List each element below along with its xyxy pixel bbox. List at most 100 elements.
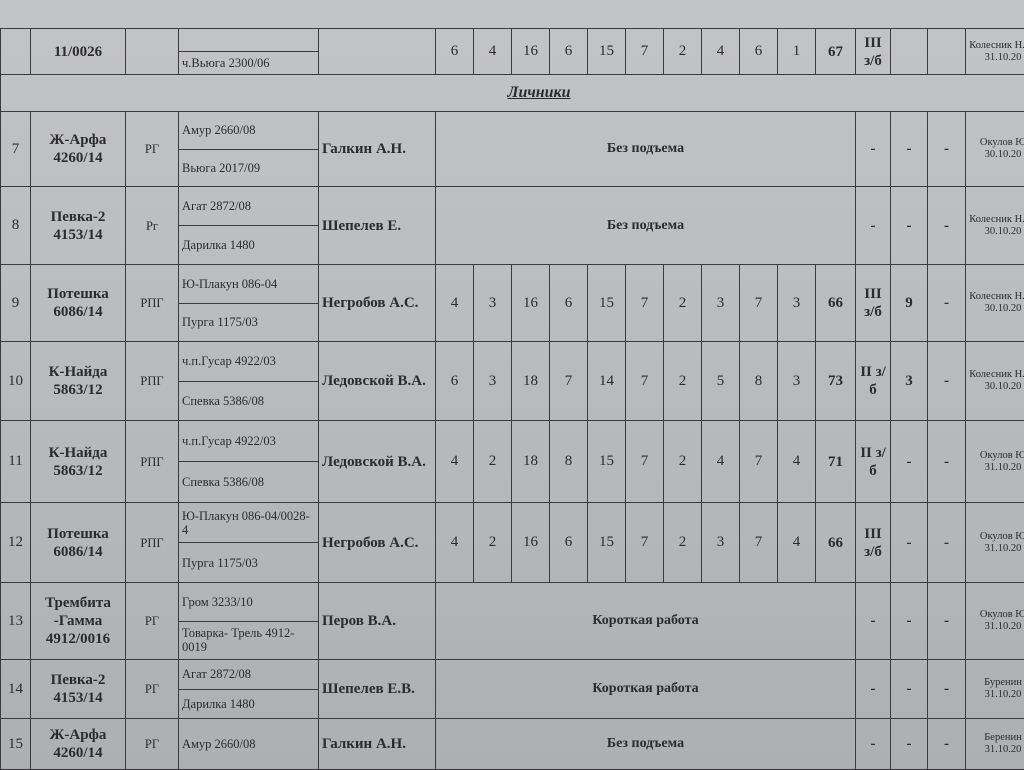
score-cell: 3: [474, 265, 512, 342]
section-row: Личники: [1, 75, 1024, 112]
owner-name: Галкин А.Н.: [319, 719, 436, 770]
result-note: Без подъема: [436, 719, 856, 770]
score-cell: 4: [702, 421, 740, 503]
place: 9: [891, 265, 928, 342]
row-number: 12: [1, 503, 31, 583]
parent-sire: Агат 2872/08: [179, 660, 319, 690]
score-cell: 6: [550, 265, 588, 342]
place: -: [891, 421, 928, 503]
diploma: II з/б: [856, 421, 891, 503]
section-title: Личники: [1, 75, 1024, 112]
dog-name: 11/0026: [31, 29, 126, 75]
score-cell: 2: [664, 503, 702, 583]
parent-sire: Ю-Плакун 086-04: [179, 265, 319, 304]
place: -: [891, 583, 928, 660]
extra: -: [928, 187, 966, 265]
score-cell: 7: [626, 421, 664, 503]
parent-dam: Дарилка 1480: [179, 226, 319, 265]
score-cell: 15: [588, 421, 626, 503]
score-cell: 4: [778, 421, 816, 503]
row-number: 8: [1, 187, 31, 265]
owner-name: Галкин А.Н.: [319, 112, 436, 187]
diploma: -: [856, 719, 891, 770]
dog-name: К-Найда 5863/12: [31, 342, 126, 421]
score-cell: 16: [512, 29, 550, 75]
judge: Окулов Ю 31.10.20: [966, 583, 1024, 660]
diploma: -: [856, 187, 891, 265]
diploma: -: [856, 112, 891, 187]
score-cell: 2: [474, 421, 512, 503]
extra: -: [928, 265, 966, 342]
score-cell: 7: [626, 342, 664, 421]
parent-sire: Амур 2660/08: [179, 719, 319, 770]
judge: Окулов Ю 31.10.20: [966, 421, 1024, 503]
row-number: 10: [1, 342, 31, 421]
extra: -: [928, 660, 966, 719]
score-cell: 8: [550, 421, 588, 503]
score-cell: 15: [588, 29, 626, 75]
score-cell: 18: [512, 342, 550, 421]
score-cell: 7: [740, 421, 778, 503]
score-cell: 3: [778, 342, 816, 421]
row-number: 7: [1, 112, 31, 187]
score-cell: 15: [588, 265, 626, 342]
score-cell: 2: [664, 265, 702, 342]
row-number: 14: [1, 660, 31, 719]
dog-name: Потешка 6086/14: [31, 503, 126, 583]
score-cell: 3: [474, 342, 512, 421]
extra: -: [928, 583, 966, 660]
score-cell: 7: [740, 265, 778, 342]
score-cell: 3: [702, 503, 740, 583]
score-cell: 73: [816, 342, 856, 421]
judge: Колесник Н.М. 30.10.20: [966, 342, 1024, 421]
score-cell: 66: [816, 503, 856, 583]
score-cell: 16: [512, 265, 550, 342]
parent-dam: Спевка 5386/08: [179, 462, 319, 503]
score-cell: 7: [626, 265, 664, 342]
breed-type: РГ: [126, 583, 179, 660]
diploma: III з/б: [856, 29, 891, 75]
judge: Колесник Н.М. 30.10.20: [966, 265, 1024, 342]
judge: Беренин 31.10.20: [966, 719, 1024, 770]
owner-name: Перов В.А.: [319, 583, 436, 660]
dog-name: Ж-Арфа 4260/14: [31, 719, 126, 770]
place: -: [891, 503, 928, 583]
score-cell: 66: [816, 265, 856, 342]
extra: -: [928, 342, 966, 421]
place: -: [891, 112, 928, 187]
parent-sire: [179, 29, 319, 52]
parent-sire: ч.п.Гусар 4922/03: [179, 342, 319, 382]
breed-type: РГ: [126, 660, 179, 719]
score-cell: 5: [702, 342, 740, 421]
score-cell: 16: [512, 503, 550, 583]
score-cell: 7: [740, 503, 778, 583]
owner-name: [319, 29, 436, 75]
parent-sire: Амур 2660/08: [179, 112, 319, 150]
place: [891, 29, 928, 75]
dog-name: Потешка 6086/14: [31, 265, 126, 342]
breed-type: РПГ: [126, 503, 179, 583]
score-cell: 15: [588, 503, 626, 583]
diploma: -: [856, 660, 891, 719]
score-cell: 4: [474, 29, 512, 75]
judge: Колесник Н.М. 31.10.20: [966, 29, 1024, 75]
score-cell: 3: [702, 265, 740, 342]
score-cell: 6: [436, 29, 474, 75]
diploma: II з/б: [856, 342, 891, 421]
extra: [928, 29, 966, 75]
score-cell: 4: [436, 265, 474, 342]
score-cell: 18: [512, 421, 550, 503]
dog-name: Певка-2 4153/14: [31, 660, 126, 719]
parent-dam: Спевка 5386/08: [179, 381, 319, 421]
place: -: [891, 187, 928, 265]
diploma: III з/б: [856, 503, 891, 583]
breed-type: РПГ: [126, 342, 179, 421]
owner-name: Ледовской В.А.: [319, 421, 436, 503]
